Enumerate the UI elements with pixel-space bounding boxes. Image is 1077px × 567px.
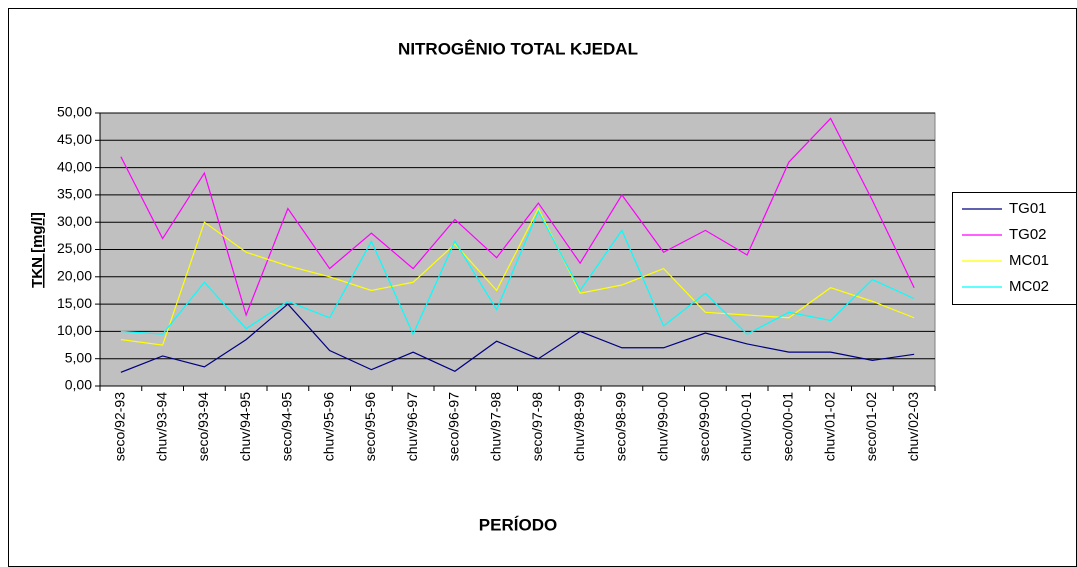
x-tick-label: seco/97-98 — [529, 392, 545, 461]
x-tick-label: chuv/93-94 — [153, 392, 169, 461]
x-tick-label: seco/01-02 — [863, 392, 879, 461]
y-tick-label: 20,00 — [57, 268, 92, 284]
x-tick-label: chuv/97-98 — [487, 392, 503, 461]
series-line — [120, 117, 915, 317]
x-tick-label: seco/96-97 — [446, 392, 462, 461]
series-line — [120, 303, 915, 373]
x-tick-label: chuv/98-99 — [571, 392, 587, 461]
x-tick-label: seco/95-96 — [362, 392, 378, 461]
x-axis-title: PERÍODO — [479, 515, 557, 534]
chart-title: NITROGÊNIO TOTAL KJEDAL — [398, 39, 638, 58]
x-tick-label: chuv/99-00 — [654, 392, 670, 461]
y-tick-label: 0,00 — [65, 377, 92, 393]
y-tick-label: 10,00 — [57, 322, 92, 338]
legend-box — [952, 192, 1077, 305]
x-tick-label: seco/98-99 — [613, 392, 629, 461]
y-tick-label: 25,00 — [57, 240, 92, 256]
legend-label: TG01 — [1009, 200, 1047, 217]
x-tick-label: chuv/94-95 — [237, 392, 253, 461]
legend-label: MC02 — [1009, 278, 1049, 295]
y-tick-label: 30,00 — [57, 213, 92, 229]
y-tick-label: 40,00 — [57, 158, 92, 174]
y-tick-label: 15,00 — [57, 295, 92, 311]
x-tick-label: seco/92-93 — [112, 392, 128, 461]
y-tick-label: 5,00 — [65, 349, 92, 365]
y-tick-label: 45,00 — [57, 131, 92, 147]
x-tick-label: chuv/95-96 — [320, 392, 336, 461]
x-tick-label: chuv/02-03 — [905, 392, 921, 461]
y-tick-label: 50,00 — [57, 104, 92, 120]
series-line — [120, 207, 915, 346]
x-tick-label: chuv/96-97 — [404, 392, 420, 461]
x-tick-label: seco/93-94 — [195, 392, 211, 461]
legend-label: MC01 — [1009, 252, 1049, 269]
x-tick-label: seco/99-00 — [696, 392, 712, 461]
x-tick-label: chuv/00-01 — [738, 392, 754, 461]
x-tick-label: seco/00-01 — [780, 392, 796, 461]
y-axis-title: TKN [mg/l] — [29, 212, 46, 288]
x-tick-label: chuv/01-02 — [821, 392, 837, 461]
x-tick-label: seco/94-95 — [279, 392, 295, 461]
series-line — [120, 209, 915, 336]
y-tick-label: 35,00 — [57, 186, 92, 202]
legend-label: TG02 — [1009, 226, 1047, 243]
